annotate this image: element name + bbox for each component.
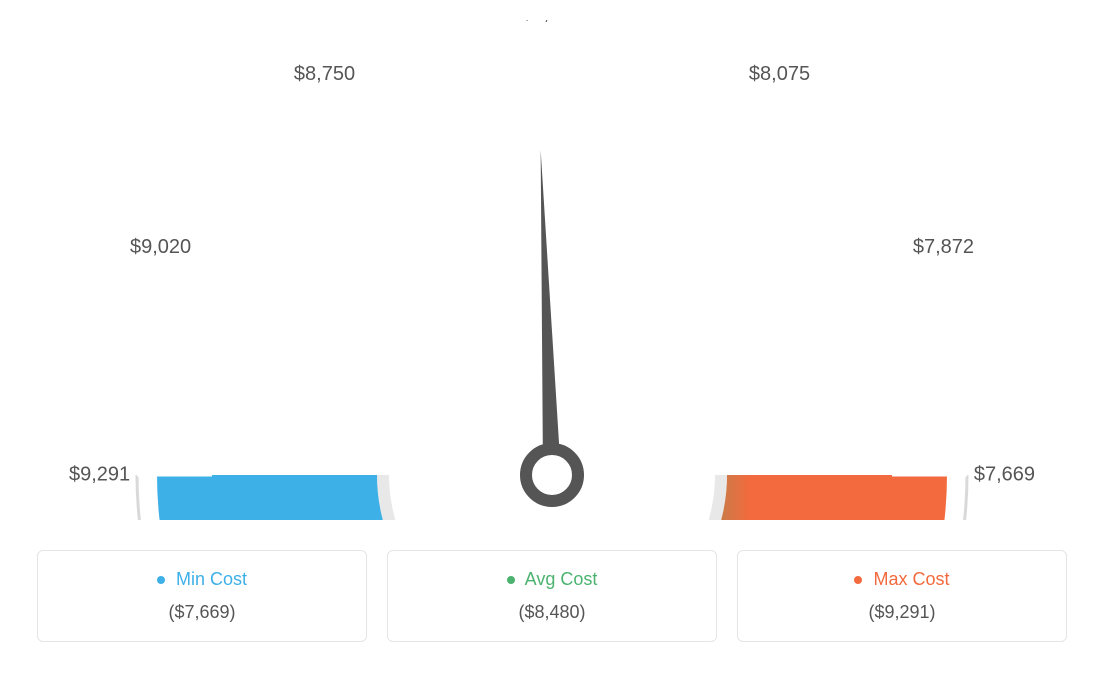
gauge-tick [677, 85, 694, 132]
gauge-tick [162, 333, 209, 350]
legend-card-min: Min Cost ($7,669) [37, 550, 367, 642]
gauge-tick-label: $7,872 [913, 236, 974, 258]
legend-title-min-text: Min Cost [176, 569, 247, 589]
gauge-tick-label: $9,020 [130, 236, 191, 258]
gauge-tick-label: $9,291 [69, 463, 130, 485]
gauge-tick [895, 333, 942, 350]
dot-avg [507, 576, 515, 584]
legend-card-avg: Avg Cost ($8,480) [387, 550, 717, 642]
legend-value-min: ($7,669) [48, 602, 356, 623]
gauge-tick-label: $8,075 [749, 63, 810, 85]
legend-title-avg-text: Avg Cost [525, 569, 598, 589]
gauge-tick [410, 85, 427, 132]
gauge-tick-label: $8,480 [521, 20, 582, 24]
legend-row: Min Cost ($7,669) Avg Cost ($8,480) Max … [37, 550, 1067, 642]
gauge-tick [143, 403, 192, 412]
gauge-chart: $7,669 $7,872 $8,075 $8,480 $8,750 $9,020 $9,2… [20, 20, 1084, 520]
gauge-tick [285, 157, 317, 195]
gauge-tick [615, 66, 624, 115]
legend-title-min: Min Cost [48, 569, 356, 590]
legend-title-avg: Avg Cost [398, 569, 706, 590]
gauge-needle [541, 150, 561, 475]
gauge-svg: $7,669 $7,872 $8,075 $8,480 $8,750 $9,020 $9,2… [20, 20, 1084, 520]
gauge-tick-label: $7,669 [974, 463, 1035, 485]
legend-card-max: Max Cost ($9,291) [737, 550, 1067, 642]
gauge-tick [787, 157, 819, 195]
gauge-tick [480, 66, 489, 115]
gauge-tick [832, 208, 870, 240]
legend-title-max: Max Cost [748, 569, 1056, 590]
legend-value-max: ($9,291) [748, 602, 1056, 623]
gauge-tick [234, 208, 272, 240]
gauge-tick [345, 116, 383, 181]
gauge-tick [722, 116, 760, 181]
gauge-tick [846, 268, 911, 306]
legend-title-max-text: Max Cost [873, 569, 949, 589]
legend-value-avg: ($8,480) [398, 602, 706, 623]
gauge-tick [911, 403, 960, 412]
gauge-tick [193, 268, 258, 306]
dot-min [157, 576, 165, 584]
dot-max [854, 576, 862, 584]
gauge-tick-label: $8,750 [294, 63, 355, 85]
gauge-needle-hub [526, 449, 578, 501]
